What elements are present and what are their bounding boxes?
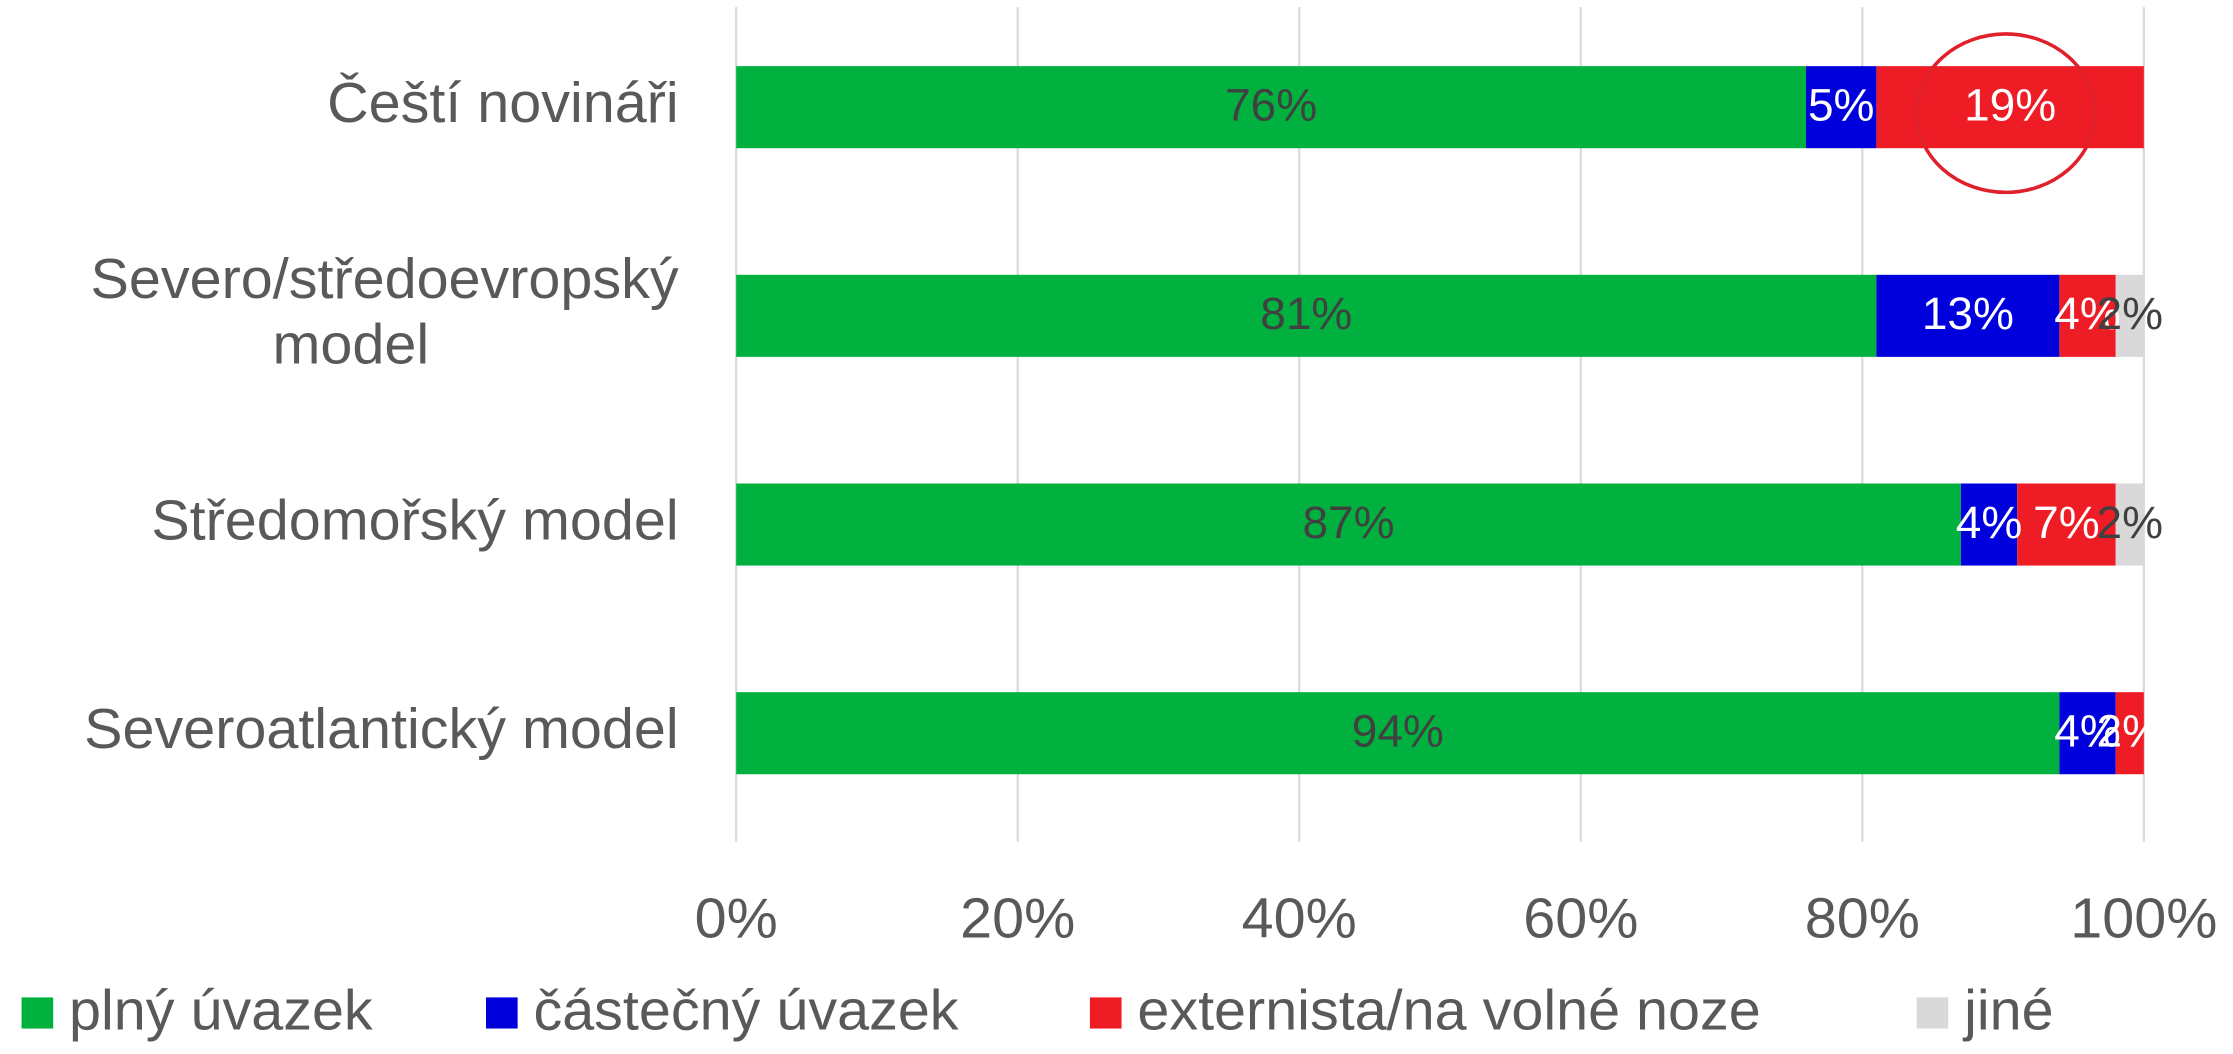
data-label: 4% xyxy=(2054,706,2120,757)
bar-segment xyxy=(1806,66,1877,149)
y-tick-label: Středomořský model xyxy=(151,489,678,552)
data-label: 4% xyxy=(2054,289,2120,340)
highlight-ellipse xyxy=(1914,32,2097,195)
bar-segment xyxy=(2115,274,2144,357)
data-label: 5% xyxy=(1808,80,1874,131)
bars xyxy=(736,66,2144,775)
data-label: 13% xyxy=(1922,289,2014,340)
bar-segment xyxy=(2115,692,2144,775)
data-label: 4% xyxy=(1956,497,2022,548)
x-tick-label: 100% xyxy=(2070,887,2217,950)
bar-segment xyxy=(1876,274,2060,357)
y-tick-label: Severo/středoevropský model xyxy=(91,248,680,377)
data-label: 2% xyxy=(2097,706,2163,757)
y-tick-label: Čeští novináři xyxy=(327,72,679,135)
x-tick-label: 80% xyxy=(1805,887,1920,950)
legend-swatch xyxy=(1916,997,1949,1029)
x-tick-label: 40% xyxy=(1242,887,1357,950)
data-label: 2% xyxy=(2097,497,2163,548)
legend-label: externista/na volné noze xyxy=(1137,979,1760,1042)
x-tick-label: 20% xyxy=(960,887,1075,950)
legend-label: jiné xyxy=(1962,979,2054,1042)
legend-swatch xyxy=(1089,997,1122,1029)
legend-label: plný úvazek xyxy=(69,979,373,1042)
data-label: 2% xyxy=(2097,289,2163,340)
data-label: 19% xyxy=(1964,80,2056,131)
data-label: 87% xyxy=(1302,497,1394,548)
bar-segment xyxy=(736,66,1807,149)
bar-segment xyxy=(736,483,1961,566)
x-tick-label: 60% xyxy=(1523,887,1638,950)
data-label: 94% xyxy=(1352,706,1444,757)
data-label: 76% xyxy=(1225,80,1317,131)
legend-swatch xyxy=(485,997,518,1029)
data-label: 7% xyxy=(2033,497,2099,548)
bar-segment xyxy=(2059,274,2116,357)
data-label: 81% xyxy=(1260,289,1352,340)
bar-segment xyxy=(2059,692,2116,775)
bar-segment xyxy=(2115,483,2144,566)
y-tick-label: Severoatlantický model xyxy=(84,698,679,761)
bar-segment xyxy=(736,274,1877,357)
bar-segment xyxy=(736,692,2060,775)
bar-segment xyxy=(1960,483,2018,566)
x-tick-label: 0% xyxy=(695,887,778,950)
legend-swatch xyxy=(21,997,54,1029)
bar-segment xyxy=(2017,483,2116,566)
legend-label: částečný úvazek xyxy=(533,979,959,1042)
